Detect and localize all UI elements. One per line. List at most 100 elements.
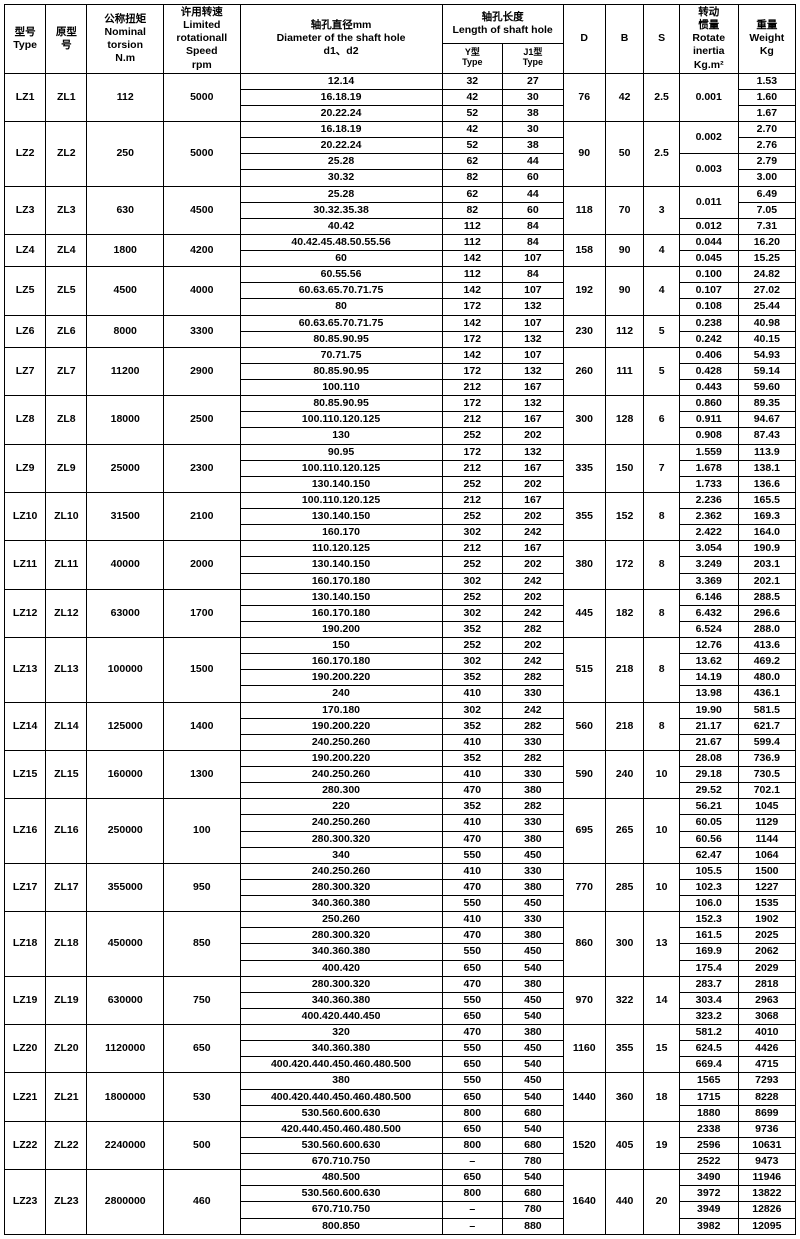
cell-weight: 9473 <box>738 1154 795 1170</box>
cell-j1: 380 <box>503 879 564 895</box>
cell-inertia: 0.908 <box>679 428 738 444</box>
cell-inertia: 0.002 <box>679 122 738 154</box>
cell-j1: 202 <box>503 428 564 444</box>
table-row: LZ18ZL18450000850250.2604103308603001315… <box>5 912 796 928</box>
cell-orig: ZL11 <box>46 541 87 589</box>
cell-inertia: 2596 <box>679 1137 738 1153</box>
cell-inertia: 2.422 <box>679 525 738 541</box>
cell-D: 355 <box>563 492 605 540</box>
table-row: LZ11ZL11400002000110.120.125212167380172… <box>5 541 796 557</box>
cell-inertia: 0.443 <box>679 380 738 396</box>
cell-inertia: 28.08 <box>679 750 738 766</box>
table-row: LZ23ZL232800000460480.500650540164044020… <box>5 1170 796 1186</box>
cell-inertia: 60.05 <box>679 815 738 831</box>
cell-dia: 80 <box>240 299 442 315</box>
cell-inertia: 0.108 <box>679 299 738 315</box>
cell-inertia: 175.4 <box>679 960 738 976</box>
cell-S: 4 <box>644 234 679 266</box>
cell-torsion: 11200 <box>87 347 164 395</box>
cell-type: LZ11 <box>5 541 46 589</box>
cell-j1: 167 <box>503 541 564 557</box>
cell-dia: 12.14 <box>240 73 442 89</box>
cell-j1: 202 <box>503 476 564 492</box>
cell-torsion: 125000 <box>87 702 164 750</box>
hdr-ytype: Y型Type <box>442 43 503 73</box>
cell-dia: 130.140.150 <box>240 509 442 525</box>
cell-y: 252 <box>442 557 503 573</box>
cell-y: 252 <box>442 509 503 525</box>
cell-B: 285 <box>605 863 644 911</box>
cell-j1: 540 <box>503 1121 564 1137</box>
cell-dia: 250.260 <box>240 912 442 928</box>
cell-y: 252 <box>442 428 503 444</box>
cell-weight: 1902 <box>738 912 795 928</box>
cell-B: 355 <box>605 1025 644 1073</box>
cell-B: 150 <box>605 444 644 492</box>
cell-j1: 132 <box>503 444 564 460</box>
cell-j1: 38 <box>503 138 564 154</box>
cell-weight: 1.53 <box>738 73 795 89</box>
cell-dia: 240.250.260 <box>240 767 442 783</box>
cell-inertia: 0.242 <box>679 331 738 347</box>
cell-j1: 242 <box>503 654 564 670</box>
cell-inertia: 21.17 <box>679 718 738 734</box>
cell-D: 770 <box>563 863 605 911</box>
cell-speed: 1300 <box>164 750 241 798</box>
cell-y: 172 <box>442 396 503 412</box>
cell-y: 650 <box>442 1057 503 1073</box>
cell-y: 470 <box>442 928 503 944</box>
cell-S: 8 <box>644 492 679 540</box>
cell-weight: 169.3 <box>738 509 795 525</box>
cell-weight: 730.5 <box>738 767 795 783</box>
cell-speed: 3300 <box>164 315 241 347</box>
cell-weight: 480.0 <box>738 670 795 686</box>
cell-speed: 2100 <box>164 492 241 540</box>
cell-weight: 94.67 <box>738 412 795 428</box>
cell-y: 42 <box>442 89 503 105</box>
cell-dia: 60.63.65.70.71.75 <box>240 283 442 299</box>
cell-inertia: 3.054 <box>679 541 738 557</box>
cell-dia: 100.110.120.125 <box>240 412 442 428</box>
cell-orig: ZL20 <box>46 1025 87 1073</box>
cell-dia: 80.85.90.95 <box>240 331 442 347</box>
cell-B: 360 <box>605 1073 644 1121</box>
cell-y: 302 <box>442 654 503 670</box>
cell-weight: 113.9 <box>738 444 795 460</box>
cell-dia: 25.28 <box>240 154 442 170</box>
cell-D: 515 <box>563 638 605 703</box>
cell-orig: ZL2 <box>46 122 87 187</box>
cell-inertia: 60.56 <box>679 831 738 847</box>
cell-torsion: 1800 <box>87 234 164 266</box>
cell-dia: 320 <box>240 1025 442 1041</box>
cell-y: 650 <box>442 1121 503 1137</box>
cell-dia: 190.200.220 <box>240 670 442 686</box>
cell-B: 405 <box>605 1121 644 1169</box>
cell-dia: 80.85.90.95 <box>240 363 442 379</box>
cell-dia: 420.440.450.460.480.500 <box>240 1121 442 1137</box>
hdr-B: B <box>605 5 644 74</box>
cell-speed: 850 <box>164 912 241 977</box>
cell-S: 2.5 <box>644 122 679 187</box>
cell-torsion: 630 <box>87 186 164 234</box>
cell-dia: 380 <box>240 1073 442 1089</box>
cell-y: 470 <box>442 1025 503 1041</box>
cell-inertia: 0.011 <box>679 186 738 218</box>
table-row: LZ7ZL711200290070.71.7514210726011150.40… <box>5 347 796 363</box>
cell-y: 410 <box>442 815 503 831</box>
cell-D: 445 <box>563 589 605 637</box>
cell-inertia: 0.012 <box>679 218 738 234</box>
cell-dia: 60 <box>240 251 442 267</box>
cell-inertia: 29.18 <box>679 767 738 783</box>
cell-B: 265 <box>605 799 644 864</box>
cell-y: 112 <box>442 218 503 234</box>
cell-torsion: 2800000 <box>87 1170 164 1235</box>
cell-D: 118 <box>563 186 605 234</box>
cell-y: 550 <box>442 896 503 912</box>
cell-S: 8 <box>644 702 679 750</box>
cell-inertia: 0.860 <box>679 396 738 412</box>
cell-dia: 20.22.24 <box>240 105 442 121</box>
cell-type: LZ3 <box>5 186 46 234</box>
cell-orig: ZL8 <box>46 396 87 444</box>
cell-weight: 2963 <box>738 992 795 1008</box>
cell-inertia: 624.5 <box>679 1041 738 1057</box>
